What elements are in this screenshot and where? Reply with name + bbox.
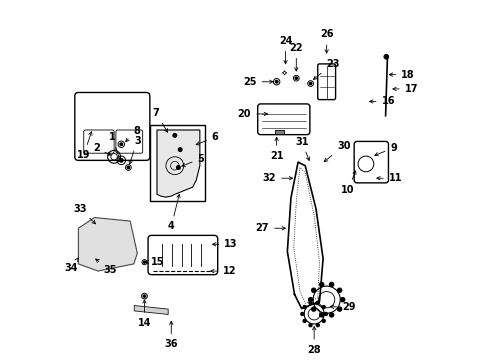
- Circle shape: [127, 166, 129, 168]
- Circle shape: [173, 134, 176, 137]
- Circle shape: [311, 288, 315, 292]
- Circle shape: [322, 306, 325, 309]
- Text: 5: 5: [182, 154, 203, 166]
- Text: 23: 23: [313, 59, 339, 80]
- Bar: [274, 130, 283, 134]
- Circle shape: [311, 307, 315, 311]
- Circle shape: [143, 261, 145, 263]
- Circle shape: [324, 312, 327, 315]
- Circle shape: [340, 298, 344, 302]
- Circle shape: [308, 301, 311, 304]
- Text: 19: 19: [77, 132, 92, 160]
- Text: 33: 33: [73, 203, 95, 224]
- Text: 16: 16: [369, 96, 394, 107]
- Text: 17: 17: [392, 84, 417, 94]
- Circle shape: [329, 282, 333, 287]
- Text: 11: 11: [376, 173, 401, 183]
- Text: 34: 34: [64, 258, 78, 273]
- Circle shape: [337, 288, 341, 292]
- Bar: [149, 125, 205, 202]
- Text: 24: 24: [278, 36, 292, 64]
- Text: 8: 8: [125, 126, 140, 141]
- Text: 18: 18: [388, 69, 414, 80]
- Text: 13: 13: [212, 239, 237, 249]
- Circle shape: [319, 313, 323, 317]
- Circle shape: [303, 319, 305, 323]
- Circle shape: [319, 282, 323, 287]
- Circle shape: [143, 295, 145, 297]
- Text: 6: 6: [196, 132, 218, 145]
- Text: 29: 29: [330, 302, 355, 312]
- Text: 36: 36: [164, 321, 178, 349]
- Polygon shape: [78, 217, 137, 271]
- Polygon shape: [157, 130, 200, 197]
- Circle shape: [384, 55, 387, 59]
- Text: 32: 32: [262, 173, 292, 183]
- Circle shape: [308, 298, 312, 302]
- Circle shape: [316, 301, 319, 304]
- Text: 9: 9: [374, 143, 396, 156]
- Text: 2: 2: [93, 143, 111, 155]
- Text: 27: 27: [255, 223, 285, 233]
- Text: 30: 30: [324, 141, 350, 162]
- Circle shape: [309, 82, 311, 85]
- Circle shape: [322, 319, 325, 323]
- Circle shape: [337, 307, 341, 311]
- Text: 26: 26: [319, 30, 333, 53]
- Circle shape: [316, 324, 319, 327]
- Circle shape: [295, 77, 297, 79]
- Text: 31: 31: [294, 136, 309, 161]
- Text: 1: 1: [109, 132, 121, 161]
- Text: 28: 28: [307, 327, 320, 355]
- Text: 14: 14: [138, 300, 151, 328]
- Text: 3: 3: [129, 136, 141, 164]
- Circle shape: [120, 143, 122, 145]
- Circle shape: [178, 148, 182, 152]
- Text: 15: 15: [145, 257, 164, 267]
- Circle shape: [300, 312, 303, 315]
- Circle shape: [119, 159, 122, 162]
- Circle shape: [303, 306, 305, 309]
- Text: 21: 21: [269, 137, 283, 161]
- Circle shape: [308, 324, 311, 327]
- Circle shape: [275, 81, 277, 83]
- Text: 35: 35: [96, 259, 117, 275]
- Text: 25: 25: [243, 77, 272, 87]
- Circle shape: [329, 313, 333, 317]
- Text: 22: 22: [289, 43, 303, 71]
- Text: 20: 20: [237, 109, 267, 119]
- Text: 7: 7: [152, 108, 167, 132]
- Text: 12: 12: [210, 266, 236, 276]
- Text: 10: 10: [341, 171, 355, 195]
- Text: 4: 4: [167, 194, 180, 231]
- Circle shape: [176, 166, 180, 169]
